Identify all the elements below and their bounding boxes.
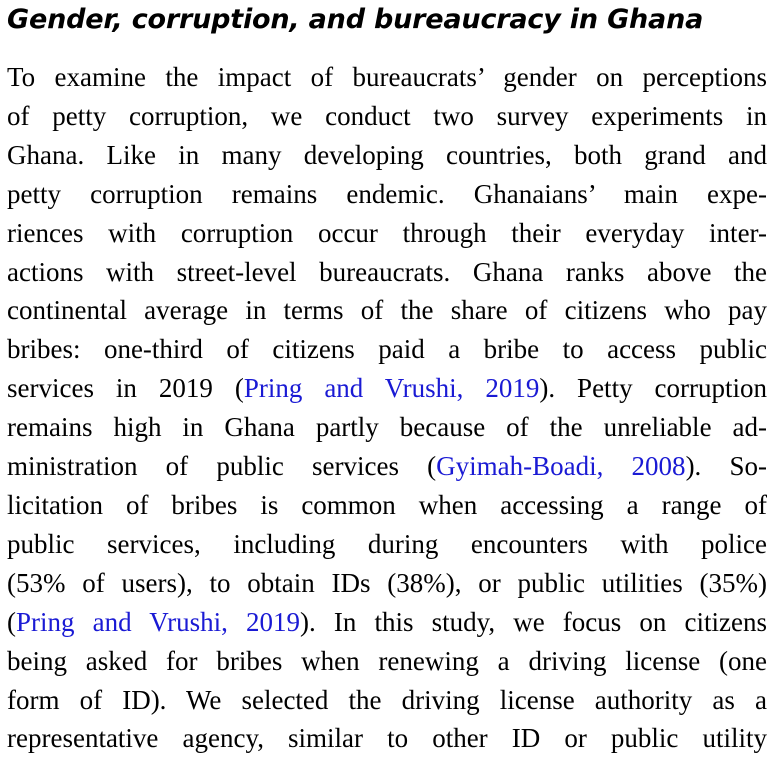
text-line: continental average in terms of the shar… [7, 295, 767, 326]
text-line: of petty corruption, we conduct two surv… [7, 100, 767, 131]
text-line: services in 2019 (Pring and Vrushi, 2019… [7, 373, 767, 404]
text-line: bribes: one-third of citizens paid a bri… [7, 334, 767, 365]
citation-link[interactable]: Pring and Vrushi, 2019 [243, 373, 540, 404]
text-line: (53% of users), to obtain IDs (38%), or … [7, 567, 767, 598]
text-line: riences with corruption occur through th… [7, 217, 767, 248]
text-line: licitation of bribes is common when acce… [7, 489, 767, 520]
text-line: petty corruption remains endemic. Ghanai… [7, 178, 767, 209]
section-title: Gender, corruption, and bureaucracy in G… [7, 4, 704, 35]
text-line: being asked for bribes when renewing a d… [7, 645, 767, 676]
text-line: actions with street-level bureaucrats. G… [7, 256, 767, 287]
text-line: remains high in Ghana partly because of … [7, 412, 767, 443]
document-page: Gender, corruption, and bureaucracy in G… [7, 0, 767, 758]
body-paragraph: To examine the impact of bureaucrats’ ge… [7, 58, 767, 758]
text-line: representative agency, similar to other … [7, 723, 767, 754]
text-line: ministration of public services (Gyimah-… [7, 451, 767, 482]
text-line: form of ID). We selected the driving lic… [7, 684, 767, 715]
text-line: Ghana. Like in many developing countries… [7, 139, 767, 170]
text-line: public services, including during encoun… [7, 528, 767, 559]
citation-link[interactable]: Pring and Vrushi, 2019 [16, 606, 300, 637]
text-line: To examine the impact of bureaucrats’ ge… [7, 62, 767, 92]
text-line: (Pring and Vrushi, 2019). In this study,… [7, 606, 767, 637]
citation-link[interactable]: Gyimah-Boadi, 2008 [436, 451, 686, 482]
